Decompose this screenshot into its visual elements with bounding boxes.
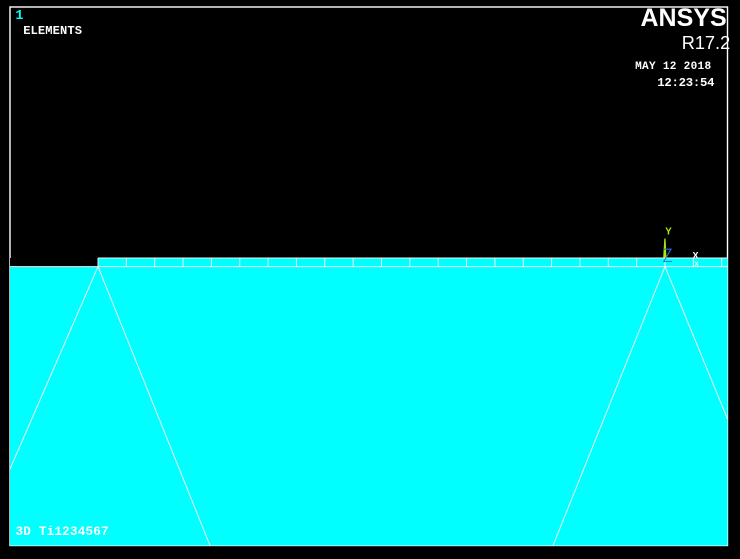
svg-text:X: X xyxy=(694,261,699,268)
svg-text:X: X xyxy=(692,250,698,260)
svg-text:Y: Y xyxy=(665,227,672,238)
